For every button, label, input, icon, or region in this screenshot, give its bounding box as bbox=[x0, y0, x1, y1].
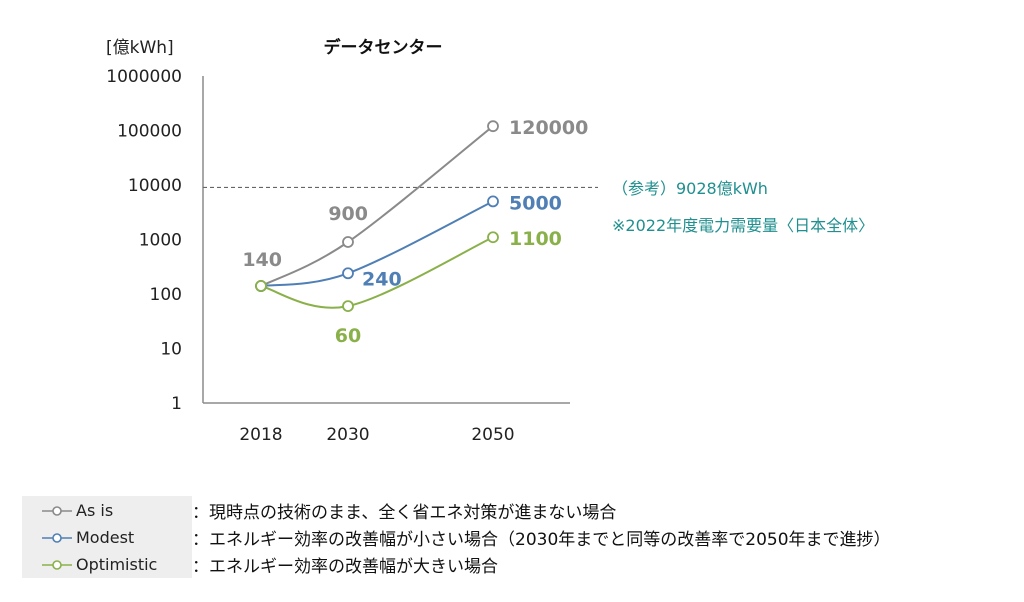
legend-item-as-is: As is bbox=[22, 498, 113, 522]
y-tick-label: 100 bbox=[150, 285, 182, 305]
legend: As is Modest Optimistic bbox=[22, 496, 192, 578]
data-point bbox=[342, 236, 354, 248]
series-line-as-is bbox=[260, 125, 494, 287]
data-label: 60 bbox=[335, 325, 361, 347]
data-label: 240 bbox=[362, 268, 402, 290]
data-point bbox=[487, 195, 499, 208]
y-tick-label: 10000 bbox=[128, 176, 182, 196]
legend-marker-modest bbox=[40, 530, 74, 544]
legend-item-modest: Modest bbox=[22, 525, 134, 549]
reference-note: ※2022年度電力需要量〈日本全体〉 bbox=[612, 216, 874, 235]
data-point bbox=[342, 267, 354, 280]
data-label: 900 bbox=[328, 203, 368, 225]
legend-name: Modest bbox=[76, 527, 135, 547]
legend-name: As is bbox=[76, 500, 114, 520]
line-chart: 1 10 100 1000 10000 100000 1000000 2018 2030 2050… bbox=[106, 37, 874, 445]
legend-name: Optimistic bbox=[76, 554, 158, 574]
data-point bbox=[255, 280, 267, 292]
x-tick-label: 2018 bbox=[239, 425, 282, 445]
legend-marker-optimistic bbox=[40, 557, 74, 571]
data-point bbox=[342, 300, 354, 312]
data-label: 140 bbox=[242, 249, 282, 271]
legend-marker-as-is bbox=[40, 503, 74, 517]
legend-description-as-is: ：現時点の技術のまま、全く省エネ対策が進まない場合 bbox=[192, 502, 617, 523]
data-label: 5000 bbox=[509, 192, 562, 214]
data-label: 1100 bbox=[509, 228, 562, 250]
legend-description-optimistic: ：エネルギー効率の改善幅が大きい場合 bbox=[192, 556, 498, 577]
legend-point-icon bbox=[52, 560, 62, 570]
data-point bbox=[487, 231, 499, 244]
y-tick-label: 1000000 bbox=[106, 67, 182, 87]
data-labels: 140 900 120000 240 5000 60 1100 bbox=[242, 117, 588, 347]
chart-title: データセンター bbox=[324, 37, 443, 58]
chart-axes: 1 10 100 1000 10000 100000 1000000 2018 2030 2050 bbox=[106, 67, 570, 445]
x-tick-label: 2030 bbox=[326, 425, 369, 445]
series-points bbox=[255, 120, 499, 312]
y-tick-label: 10 bbox=[160, 340, 182, 360]
legend-item-optimistic: Optimistic bbox=[22, 552, 157, 576]
y-tick-label: 1 bbox=[171, 394, 182, 414]
y-tick-label: 100000 bbox=[117, 122, 182, 142]
y-tick-label: 1000 bbox=[139, 231, 182, 251]
data-label: 120000 bbox=[509, 117, 588, 139]
reference-label: （参考）9028億kWh bbox=[612, 179, 768, 198]
legend-description-modest: ：エネルギー効率の改善幅が小さい場合（2030年までと同等の改善率で2050年ま… bbox=[192, 529, 891, 550]
data-point bbox=[487, 120, 499, 133]
legend-point-icon bbox=[52, 506, 62, 516]
x-tick-label: 2050 bbox=[471, 425, 514, 445]
legend-point-icon bbox=[52, 533, 62, 543]
y-axis-label: [億kWh] bbox=[106, 38, 174, 58]
